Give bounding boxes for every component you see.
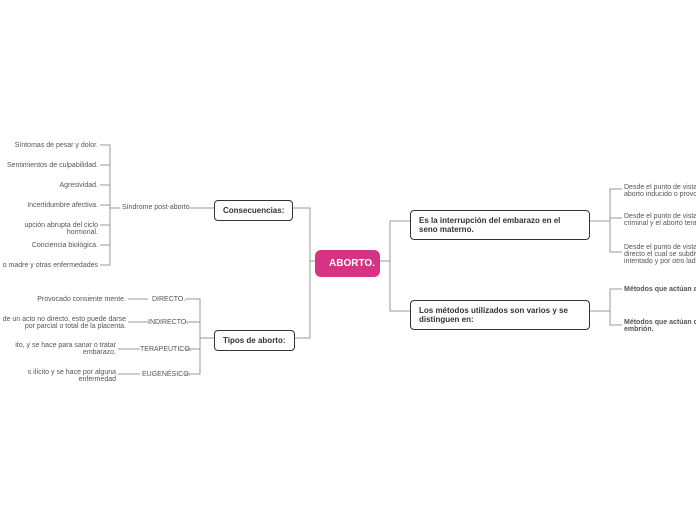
consecuencias-node: Consecuencias: [214,200,293,221]
tipo-desc-2: ito, y se hace para sanar o tratar embar… [0,342,116,356]
center-label: ABORTO. [329,258,375,269]
cons-leaf-0: Síntomas de pesar y dolor. [0,142,98,149]
def-leaf-2: Desde el punto de vista directo el cual … [624,244,696,265]
tipo-sub-1: INDIRECTO. [148,319,188,326]
cons-leaf-3: Incertidumbre afectiva. [0,202,98,209]
cons-leaf-5: Conciencia biológica. [0,242,98,249]
metodos-node: Los métodos utilizados son varios y se d… [410,300,590,330]
tipo-sub-0: DIRECTO. [152,296,185,303]
sindrome-sub: Síndrome post-aborto [122,204,190,211]
cons-leaf-4: upción abrupta del ciclo hormonal. [0,222,98,236]
center-node: ABORTO. [315,250,380,277]
tipos-node: Tipos de aborto: [214,330,295,351]
tipo-sub-3: EUGENÉSICO. [142,371,191,378]
met-leaf-1: Métodos que actúan c embrión. [624,319,696,333]
cons-leaf-1: Sentimientos de culpabilidad. [0,162,98,169]
def-leaf-1: Desde el punto de vista criminal y el ab… [624,213,696,227]
tipos-label: Tipos de aborto: [223,336,286,345]
cons-leaf-6: o madre y otras enfermedades [0,262,98,269]
tipo-desc-0: Provocado consiente mente. [0,296,126,303]
definicion-node: Es la interrupción del embarazo en el se… [410,210,590,240]
consecuencias-label: Consecuencias: [223,206,284,215]
tipo-desc-1: de un acto no directo, esto puede darse … [0,316,126,330]
tipo-desc-3: s ilícito y se hace por alguna enfermeda… [0,369,116,383]
tipo-sub-2: TERAPEUTICO. [140,346,192,353]
metodos-label: Los métodos utilizados son varios y se d… [419,306,568,324]
cons-leaf-2: Agresividad. [0,182,98,189]
def-leaf-0: Desde el punto de vista aborto inducido … [624,184,696,198]
met-leaf-0: Métodos que actúan a [624,286,696,293]
definicion-label: Es la interrupción del embarazo en el se… [419,216,560,234]
